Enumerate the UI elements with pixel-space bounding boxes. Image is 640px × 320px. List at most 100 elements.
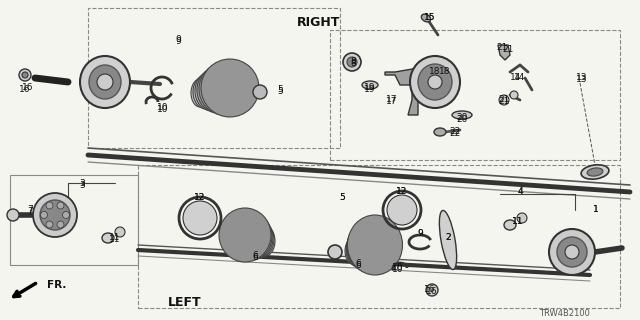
Text: 11: 11 (109, 236, 121, 244)
Ellipse shape (195, 71, 229, 111)
Bar (10, 175, 138, 265)
Text: 17: 17 (387, 95, 397, 105)
Ellipse shape (499, 95, 509, 105)
Text: 10: 10 (392, 266, 404, 275)
Ellipse shape (228, 212, 272, 260)
Text: 5: 5 (339, 194, 345, 203)
Text: 13: 13 (576, 76, 588, 84)
Ellipse shape (421, 14, 431, 22)
Ellipse shape (434, 128, 446, 136)
Ellipse shape (328, 245, 342, 259)
Ellipse shape (587, 168, 603, 176)
Text: 12: 12 (396, 188, 408, 196)
Ellipse shape (80, 56, 130, 108)
Ellipse shape (410, 56, 460, 108)
Ellipse shape (347, 220, 393, 273)
Text: 16: 16 (19, 85, 31, 94)
Text: 2: 2 (445, 234, 451, 243)
Ellipse shape (57, 221, 64, 228)
Text: 19: 19 (364, 85, 376, 94)
Text: 8: 8 (350, 58, 356, 67)
Ellipse shape (253, 85, 267, 99)
Ellipse shape (428, 75, 442, 89)
Text: 1: 1 (593, 205, 599, 214)
Ellipse shape (219, 208, 271, 262)
Ellipse shape (7, 209, 19, 221)
Text: 10: 10 (157, 106, 169, 115)
Text: 21: 21 (502, 44, 513, 53)
Text: 9: 9 (175, 36, 181, 44)
Text: 10: 10 (157, 103, 169, 113)
Text: LEFT: LEFT (168, 297, 202, 309)
Text: 4: 4 (517, 188, 523, 196)
Ellipse shape (510, 91, 518, 99)
Text: 14: 14 (515, 74, 525, 83)
Text: 20: 20 (456, 114, 468, 123)
Text: 9: 9 (175, 37, 181, 46)
Text: 16: 16 (22, 84, 34, 92)
Text: 16: 16 (424, 285, 436, 294)
Ellipse shape (348, 215, 403, 275)
Text: 2: 2 (445, 234, 451, 243)
Text: 10: 10 (392, 263, 404, 273)
Ellipse shape (452, 111, 472, 119)
Ellipse shape (40, 212, 47, 219)
Text: 12: 12 (195, 194, 205, 203)
Text: 4: 4 (517, 188, 523, 196)
Text: 22: 22 (449, 130, 461, 139)
Text: 5: 5 (339, 194, 345, 203)
Ellipse shape (347, 57, 357, 67)
Text: 6: 6 (252, 251, 258, 260)
Text: 14: 14 (510, 74, 522, 83)
Ellipse shape (102, 233, 114, 243)
Text: 9: 9 (417, 229, 423, 238)
Ellipse shape (191, 79, 209, 107)
Ellipse shape (557, 237, 587, 267)
Text: 18: 18 (439, 68, 451, 76)
Ellipse shape (426, 284, 438, 296)
Ellipse shape (246, 221, 274, 258)
Ellipse shape (33, 193, 77, 237)
Text: 7: 7 (27, 205, 33, 214)
Text: 12: 12 (396, 188, 408, 196)
Text: TRW4B2100: TRW4B2100 (539, 308, 590, 317)
Text: 11: 11 (512, 218, 524, 227)
Ellipse shape (89, 65, 121, 99)
Text: FR.: FR. (47, 280, 67, 290)
Ellipse shape (387, 195, 417, 225)
Ellipse shape (46, 221, 53, 228)
Ellipse shape (439, 211, 457, 269)
Text: 21: 21 (499, 95, 509, 105)
Text: 6: 6 (355, 260, 361, 268)
Ellipse shape (201, 59, 259, 117)
Ellipse shape (63, 212, 70, 219)
Ellipse shape (183, 201, 217, 235)
Ellipse shape (346, 226, 383, 270)
Ellipse shape (581, 165, 609, 179)
Ellipse shape (97, 74, 113, 90)
Ellipse shape (193, 75, 219, 109)
Ellipse shape (549, 229, 595, 275)
Text: RIGHT: RIGHT (296, 15, 340, 28)
Text: 21: 21 (496, 44, 508, 52)
Text: 17: 17 (387, 98, 397, 107)
Text: 7: 7 (27, 206, 33, 215)
Ellipse shape (345, 237, 365, 265)
Ellipse shape (346, 231, 374, 268)
Ellipse shape (362, 81, 378, 89)
Polygon shape (385, 68, 418, 115)
Text: 3: 3 (79, 179, 85, 188)
Ellipse shape (115, 227, 125, 237)
Ellipse shape (504, 220, 516, 230)
Bar (330, 30, 620, 160)
Ellipse shape (57, 202, 64, 209)
Text: 22: 22 (449, 127, 461, 137)
Ellipse shape (255, 226, 275, 256)
Text: 1: 1 (593, 205, 599, 214)
Ellipse shape (197, 67, 239, 113)
Text: 18: 18 (429, 68, 441, 76)
Text: 13: 13 (576, 74, 588, 83)
Text: 15: 15 (424, 13, 436, 22)
Text: 9: 9 (417, 229, 423, 238)
Text: 6: 6 (252, 252, 258, 261)
